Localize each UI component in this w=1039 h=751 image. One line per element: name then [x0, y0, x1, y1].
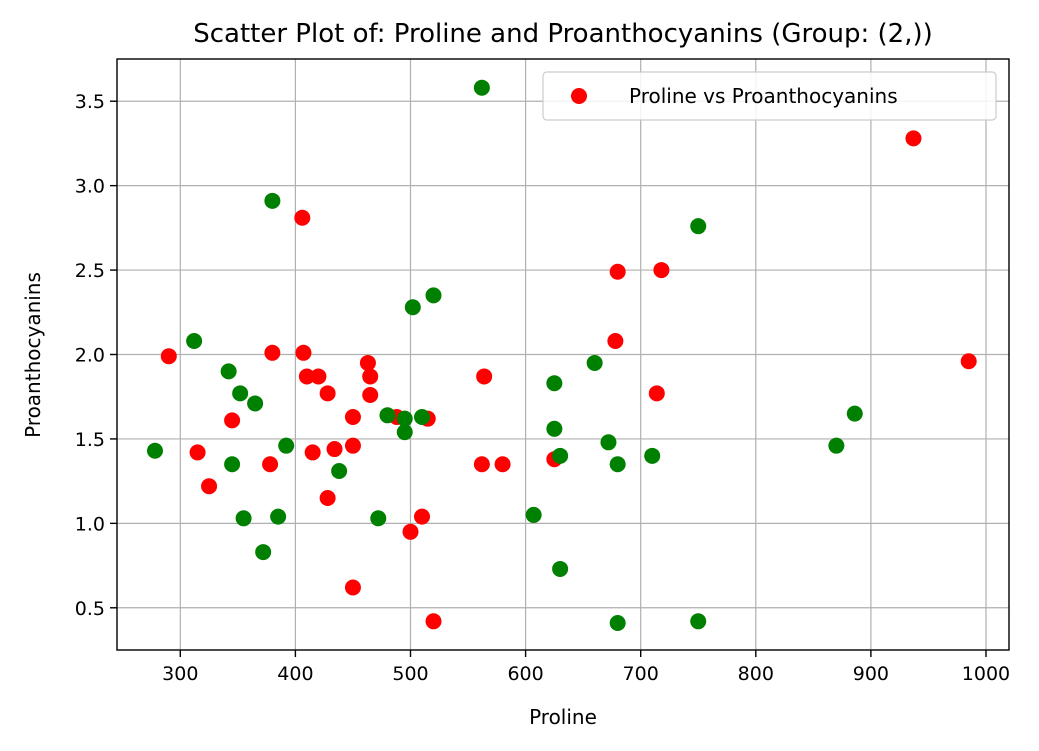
- x-tick-label: 400: [277, 663, 313, 685]
- data-point-series-2: [247, 395, 264, 412]
- data-point-series-1: [648, 385, 665, 402]
- x-tick-label: 800: [738, 663, 774, 685]
- data-point-series-2: [828, 437, 845, 454]
- data-point-series-2: [546, 375, 563, 392]
- x-tick-label: 1000: [962, 663, 1010, 685]
- data-point-series-2: [546, 420, 563, 437]
- data-point-series-1: [224, 412, 241, 429]
- data-point-series-1: [160, 348, 177, 365]
- data-point-series-1: [607, 332, 624, 349]
- y-tick-label: 1.0: [75, 513, 105, 535]
- data-point-series-1: [262, 456, 279, 473]
- data-point-series-2: [690, 218, 707, 235]
- data-point-series-2: [146, 442, 163, 459]
- x-tick-label: 700: [623, 663, 659, 685]
- data-point-series-2: [331, 463, 348, 480]
- data-point-series-1: [414, 508, 431, 525]
- data-point-series-1: [304, 444, 321, 461]
- data-point-series-1: [425, 613, 442, 630]
- y-tick-label: 0.5: [75, 598, 105, 620]
- data-point-series-2: [264, 192, 281, 209]
- data-point-series-2: [586, 354, 603, 371]
- data-point-series-1: [298, 368, 315, 385]
- y-tick-label: 2.5: [75, 260, 105, 282]
- data-point-series-1: [319, 385, 336, 402]
- data-point-series-2: [425, 287, 442, 304]
- x-tick-label: 300: [162, 663, 198, 685]
- grid-lines: [117, 59, 1009, 650]
- data-point-series-2: [370, 510, 387, 527]
- data-point-series-1: [294, 209, 311, 226]
- data-point-series-2: [552, 560, 569, 577]
- data-point-series-2: [379, 407, 396, 424]
- data-point-series-2: [255, 544, 272, 561]
- data-point-series-2: [404, 299, 421, 316]
- data-point-series-2: [224, 456, 241, 473]
- data-point-series-1: [310, 368, 327, 385]
- data-point-series-1: [359, 354, 376, 371]
- y-axis-label: Proanthocyanins: [21, 272, 45, 438]
- data-point-series-2: [552, 447, 569, 464]
- data-point-series-1: [476, 368, 493, 385]
- data-point-series-2: [270, 508, 287, 525]
- data-point-series-2: [396, 424, 413, 441]
- y-tick-label: 1.5: [75, 429, 105, 451]
- x-axis-label: Proline: [529, 705, 597, 729]
- x-tick-label: 900: [853, 663, 889, 685]
- data-point-series-2: [414, 408, 431, 425]
- data-point-series-2: [644, 447, 661, 464]
- data-point-series-1: [905, 130, 922, 147]
- data-point-series-1: [362, 387, 379, 404]
- data-point-series-2: [690, 613, 707, 630]
- data-point-series-1: [473, 456, 490, 473]
- data-point-series-1: [319, 490, 336, 507]
- x-tick-label: 500: [392, 663, 428, 685]
- data-point-series-1: [362, 368, 379, 385]
- data-point-series-2: [609, 614, 626, 631]
- data-point-series-1: [344, 408, 361, 425]
- data-point-series-1: [189, 444, 206, 461]
- data-point-series-2: [186, 332, 203, 349]
- data-point-series-2: [232, 385, 249, 402]
- data-point-series-1: [295, 344, 312, 361]
- data-point-series-2: [473, 79, 490, 96]
- y-tick-label: 2.0: [75, 345, 105, 367]
- data-point-series-2: [235, 510, 252, 527]
- data-point-series-2: [846, 405, 863, 422]
- data-point-series-2: [609, 456, 626, 473]
- data-point-series-1: [264, 344, 281, 361]
- data-point-series-1: [201, 478, 218, 495]
- data-point-series-1: [402, 523, 419, 540]
- x-tick-label: 600: [507, 663, 543, 685]
- legend-label: Proline vs Proanthocyanins: [629, 84, 898, 108]
- legend: Proline vs Proanthocyanins: [542, 71, 997, 121]
- y-tick-label: 3.5: [75, 91, 105, 113]
- data-point-series-1: [344, 437, 361, 454]
- data-point-series-1: [609, 263, 626, 280]
- data-point-series-2: [278, 437, 295, 454]
- data-point-series-1: [326, 441, 343, 458]
- data-point-series-1: [494, 456, 511, 473]
- y-tick-label: 3.0: [75, 176, 105, 198]
- data-points: [146, 79, 977, 631]
- data-point-series-2: [396, 410, 413, 427]
- axis-ticks: 300 400 500 600 700 800 900 1000 0.5 1.0 1.5 2.0 2.5…: [75, 91, 1010, 685]
- data-point-series-1: [960, 353, 977, 370]
- data-point-series-2: [600, 434, 617, 451]
- legend-marker: [571, 88, 587, 104]
- chart-title: Scatter Plot of: Proline and Proanthocya…: [193, 19, 933, 49]
- data-point-series-2: [525, 506, 542, 523]
- data-point-series-1: [344, 579, 361, 596]
- data-point-series-1: [653, 262, 670, 279]
- legend-box: [542, 71, 997, 121]
- data-point-series-2: [220, 363, 237, 380]
